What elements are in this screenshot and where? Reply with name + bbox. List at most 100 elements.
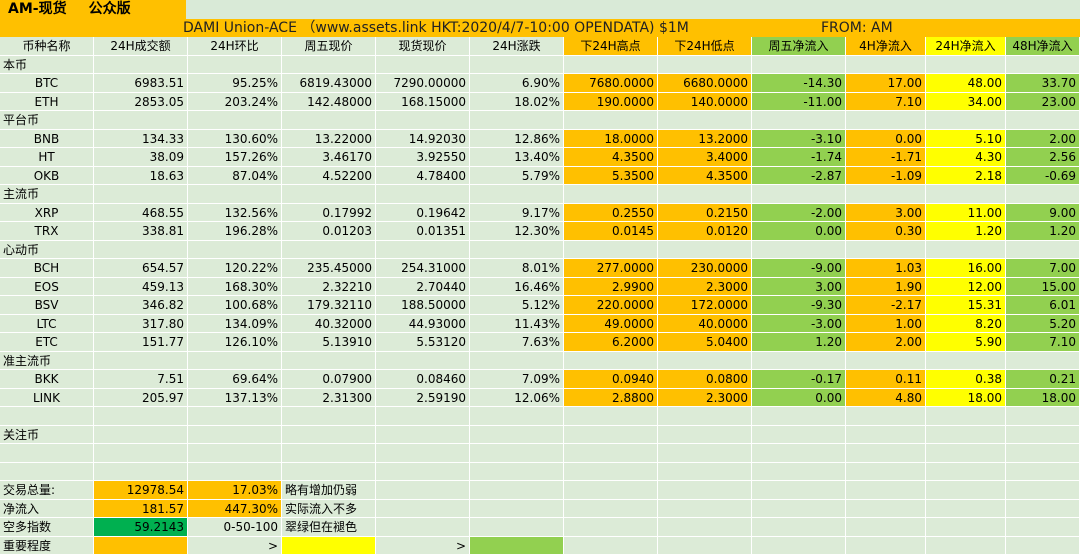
importance-arrow: > (376, 537, 470, 555)
category-row: 平台币 (0, 111, 1080, 130)
empty-cell (470, 111, 564, 130)
empty-cell (1006, 444, 1080, 463)
data-cell: 4.52200 (282, 167, 376, 186)
column-header: 币种名称 (0, 37, 94, 56)
data-cell: 40.0000 (658, 315, 752, 334)
data-cell: 6680.0000 (658, 74, 752, 93)
data-cell: 4.80 (846, 389, 926, 408)
column-header: 现货现价 (376, 37, 470, 56)
data-cell: -14.30 (752, 74, 846, 93)
data-cell: 317.80 (94, 315, 188, 334)
empty-cell (470, 56, 564, 75)
column-header: 24H环比 (188, 37, 282, 56)
summary-note: 实际流入不多 (282, 500, 376, 519)
data-cell: 2.32210 (282, 278, 376, 297)
data-cell: 168.30% (188, 278, 282, 297)
data-cell: 0.00 (846, 130, 926, 149)
data-cell: 0.21 (1006, 370, 1080, 389)
data-cell: 7290.00000 (376, 74, 470, 93)
empty-cell (1006, 56, 1080, 75)
data-cell: 69.64% (188, 370, 282, 389)
data-cell: 34.00 (926, 93, 1006, 112)
empty-cell (470, 426, 564, 445)
importance-level-1 (94, 537, 188, 555)
data-cell: 6.2000 (564, 333, 658, 352)
banner-from: FROM: AM (821, 19, 893, 37)
column-header: 周五现价 (282, 37, 376, 56)
category-label: 平台币 (0, 111, 94, 130)
data-cell: 468.55 (94, 204, 188, 223)
data-cell: 16.00 (926, 259, 1006, 278)
empty-cell (926, 537, 1006, 555)
data-cell: 5.79% (470, 167, 564, 186)
data-cell: 0.2550 (564, 204, 658, 223)
data-cell: 49.0000 (564, 315, 658, 334)
empty-cell (470, 241, 564, 260)
empty-cell (564, 518, 658, 537)
empty-cell (376, 518, 470, 537)
data-cell: 12.30% (470, 222, 564, 241)
empty-cell (926, 185, 1006, 204)
title-row: AM-现货公众版 (0, 0, 1080, 19)
data-cell: 2.8800 (564, 389, 658, 408)
empty-cell (188, 444, 282, 463)
empty-cell (282, 241, 376, 260)
empty-cell (282, 56, 376, 75)
data-cell: 9.17% (470, 204, 564, 223)
empty-cell (658, 481, 752, 500)
empty-cell (470, 185, 564, 204)
data-cell: 2.56 (1006, 148, 1080, 167)
empty-cell (1006, 518, 1080, 537)
data-cell: 7.09% (470, 370, 564, 389)
data-cell: 196.28% (188, 222, 282, 241)
data-cell: 8.01% (470, 259, 564, 278)
empty-cell (470, 444, 564, 463)
banner: DAMI Union-ACE （www.assets.link HKT:2020… (0, 19, 1080, 37)
empty-cell (282, 352, 376, 371)
category-row: 关注币 (0, 426, 1080, 445)
summary-value: 181.57 (94, 500, 188, 519)
empty-cell (752, 518, 846, 537)
empty-cell (564, 241, 658, 260)
data-cell: 3.46170 (282, 148, 376, 167)
empty-cell (658, 185, 752, 204)
empty-cell (376, 481, 470, 500)
data-cell: 16.46% (470, 278, 564, 297)
empty-cell (0, 407, 94, 426)
empty-cell (926, 518, 1006, 537)
category-row: 主流币 (0, 185, 1080, 204)
data-cell: 14.92030 (376, 130, 470, 149)
data-cell: 0.0145 (564, 222, 658, 241)
empty-cell (926, 111, 1006, 130)
data-cell: 44.93000 (376, 315, 470, 334)
data-cell: 0.0940 (564, 370, 658, 389)
empty-cell (470, 463, 564, 482)
empty-cell (926, 481, 1006, 500)
empty-cell (658, 111, 752, 130)
empty-cell (564, 481, 658, 500)
data-cell: 8.20 (926, 315, 1006, 334)
empty-cell (658, 500, 752, 519)
empty-cell (188, 407, 282, 426)
data-cell: 134.33 (94, 130, 188, 149)
empty-cell (658, 56, 752, 75)
empty-cell (1006, 463, 1080, 482)
importance-row: 重要程度>> (0, 537, 1080, 555)
category-label: 主流币 (0, 185, 94, 204)
data-cell: 172.0000 (658, 296, 752, 315)
data-cell: 0.00 (752, 222, 846, 241)
category-label: 关注币 (0, 426, 94, 445)
data-cell: 140.0000 (658, 93, 752, 112)
importance-level-2 (282, 537, 376, 555)
title-left: AM-现货 (8, 1, 67, 17)
importance-arrow: > (188, 537, 282, 555)
empty-cell (376, 56, 470, 75)
data-cell: 220.0000 (564, 296, 658, 315)
